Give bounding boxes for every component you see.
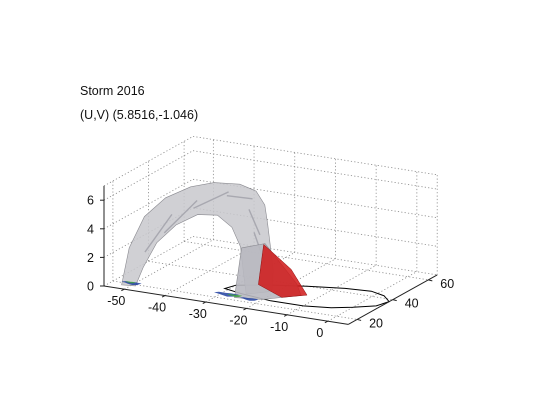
isosurface-shading <box>193 191 229 209</box>
isosurface-shading <box>226 195 253 200</box>
chart-subtitle: (U,V) (5.8516,-1.046) <box>80 108 199 122</box>
z-tick-label: 0 <box>87 280 94 294</box>
x-tick <box>324 320 329 324</box>
x-tick-label: -50 <box>107 294 125 308</box>
isosurface-shading <box>144 213 173 253</box>
base-region-right-core <box>226 294 243 297</box>
floor-gridline-y <box>148 260 393 301</box>
storm-surface-layer <box>121 182 308 301</box>
isosurface-shading <box>248 209 261 236</box>
x-tick-label: -40 <box>148 301 166 315</box>
tick-labels-layer: -50 -40 -30 -20 -10 0 20 40 60 0 2 4 6 <box>87 194 454 341</box>
chart-title: Storm 2016 <box>80 84 145 98</box>
base-region-left-core <box>124 281 136 284</box>
y-tick <box>428 279 433 282</box>
floor-gridline-y <box>112 280 358 320</box>
y-tick <box>356 318 362 321</box>
x-tick-label: -20 <box>229 313 247 327</box>
x-tick <box>283 314 288 317</box>
y-tick-label: 20 <box>369 316 383 330</box>
axes-layer <box>100 185 438 325</box>
x-tick-label: 0 <box>316 326 323 340</box>
y-tick-label: 60 <box>440 277 454 291</box>
box-edge <box>192 136 438 176</box>
x-tick <box>161 295 166 298</box>
y-tick <box>392 299 397 302</box>
x-tick <box>121 288 125 292</box>
z-tick-label: 2 <box>87 251 94 265</box>
z-tick-label: 6 <box>87 194 94 208</box>
floor-gridline-y <box>184 241 429 281</box>
back-wall-gridline-z <box>192 150 438 190</box>
isosurface-shading <box>163 200 198 234</box>
base-region-right-tail <box>239 297 259 301</box>
high-intensity-region <box>258 243 308 298</box>
floor-gridline-x <box>327 271 418 322</box>
x-tick-label: -30 <box>189 307 207 321</box>
x-tick <box>202 301 206 304</box>
z-tick-label: 4 <box>87 222 94 236</box>
back-wall-gridline-z <box>192 236 438 276</box>
x-axis-line <box>103 285 349 325</box>
x-tick <box>243 307 247 311</box>
x-tick-label: -10 <box>270 320 288 334</box>
y-tick-label: 40 <box>405 297 419 311</box>
